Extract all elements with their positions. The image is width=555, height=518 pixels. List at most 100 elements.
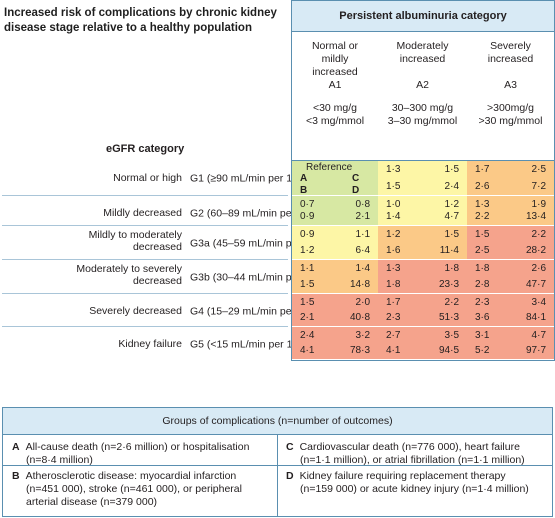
row-label-line: Mildly decreased <box>103 207 182 219</box>
risk-value: 2·1 <box>300 312 315 323</box>
risk-value: 23·3 <box>438 279 459 290</box>
row-label-line: Mildly to moderately <box>88 229 182 241</box>
column-code: A1 <box>328 79 342 91</box>
column-desc: increased <box>487 53 534 65</box>
risk-value: 2·5 <box>475 245 490 256</box>
risk-cell <box>467 294 554 326</box>
risk-value: 2·2 <box>475 211 490 222</box>
risk-value: 1·7 <box>386 297 401 308</box>
risk-cell <box>378 161 467 195</box>
egfr-category-label: eGFR category <box>106 143 185 155</box>
risk-value: 1·5 <box>444 229 459 240</box>
risk-value: 1·2 <box>300 245 315 256</box>
risk-value: 1·1 <box>355 229 370 240</box>
risk-cell <box>292 226 378 259</box>
risk-value: 2·2 <box>444 297 459 308</box>
risk-cell <box>292 260 378 293</box>
group-text: (n=8·4 million) <box>26 454 93 466</box>
risk-cell <box>292 196 378 225</box>
row-label: Mildly decreased <box>2 207 182 219</box>
risk-cell <box>378 260 467 293</box>
risk-value: 4·7 <box>531 330 546 341</box>
risk-value: 4·1 <box>300 345 315 356</box>
risk-cell <box>467 260 554 293</box>
risk-value: 2·4 <box>300 330 315 341</box>
risk-cell <box>292 294 378 326</box>
risk-cell <box>467 161 554 195</box>
column-header-a1: Normal or mildly increased A1 <30 mg/g <… <box>292 40 378 128</box>
group-b: B Atherosclerotic disease: myocardial inf… <box>12 470 274 509</box>
risk-value: 2·4 <box>444 181 459 192</box>
row-divider <box>2 225 288 226</box>
risk-cell <box>292 327 378 359</box>
stage-text: G5 (<15 mL/min per 1·73 m <box>190 338 320 351</box>
figure-title: Increased risk of complications by chron… <box>4 7 277 34</box>
column-desc: Severely <box>490 40 531 52</box>
albuminuria-header: Persistent albuminuria category <box>292 1 554 32</box>
risk-value: 2·2 <box>531 229 546 240</box>
reference-letter: A <box>300 173 308 184</box>
column-header-a3: Severely increased A3 >300mg/g >30 mg/mm… <box>467 40 554 128</box>
row-label: Kidney failure <box>2 338 182 350</box>
risk-value: 3·5 <box>444 330 459 341</box>
column-desc: Normal or <box>311 40 359 52</box>
risk-value: 1·5 <box>444 164 459 175</box>
risk-value: 47·7 <box>525 279 546 290</box>
risk-value: 40·8 <box>349 312 370 323</box>
risk-value: 2·1 <box>355 211 370 222</box>
row-label-line: Kidney failure <box>118 338 182 350</box>
risk-value: 5·2 <box>475 345 490 356</box>
risk-value: 1·3 <box>386 263 401 274</box>
risk-value: 1·5 <box>300 297 315 308</box>
risk-value: 2·8 <box>475 279 490 290</box>
column-range: 30–300 mg/g <box>391 102 454 114</box>
risk-value: 1·8 <box>444 263 459 274</box>
reference-letter: B <box>300 185 308 196</box>
risk-value: 3·4 <box>531 297 546 308</box>
group-text: All-cause death (n=2·6 million) or hospi… <box>25 441 250 453</box>
risk-value: 1·3 <box>386 164 401 175</box>
row-label: Severely decreased <box>2 305 182 317</box>
risk-value: 1·7 <box>475 164 490 175</box>
risk-cell <box>467 226 554 259</box>
risk-value: 94·5 <box>438 345 459 356</box>
risk-value: 3·1 <box>475 330 490 341</box>
risk-value: 2·5 <box>531 164 546 175</box>
risk-cell <box>378 294 467 326</box>
risk-value: 2·7 <box>386 330 401 341</box>
risk-value: 2·6 <box>475 181 490 192</box>
reference-letter: C <box>352 173 360 184</box>
risk-value: 11·4 <box>439 245 459 256</box>
risk-value: 6·4 <box>355 245 370 256</box>
risk-value: 1·5 <box>475 229 490 240</box>
risk-value: 4·1 <box>386 345 401 356</box>
column-range: <30 mg/g <box>312 102 358 114</box>
legend-divider-v <box>277 435 278 516</box>
reference-label: Reference <box>306 162 353 173</box>
row-label-line: decreased <box>132 275 182 287</box>
row-label: Normal or high <box>2 172 182 184</box>
group-text: Kidney failure requiring replacement the… <box>299 470 506 482</box>
column-code: A3 <box>504 79 517 91</box>
column-header-a2: Moderately increased A2 30–300 mg/g 3–30… <box>378 40 467 128</box>
risk-cell <box>378 327 467 359</box>
risk-value: 7·2 <box>531 181 546 192</box>
column-range: >300mg/g <box>487 102 534 114</box>
group-d: D Kidney failure requiring replacement th… <box>286 470 551 496</box>
group-text: (n=1·1 million), or atrial fibrillation … <box>300 454 525 466</box>
risk-value: 1·5 <box>300 279 315 290</box>
risk-value: 13·4 <box>525 211 546 222</box>
risk-value: 4·7 <box>444 211 459 222</box>
risk-value: 0·9 <box>300 229 315 240</box>
risk-value: 1·8 <box>386 279 401 290</box>
risk-value: 1·5 <box>386 181 401 192</box>
risk-value: 0·7 <box>300 199 315 210</box>
row-divider <box>2 293 288 294</box>
risk-value: 0·9 <box>300 211 315 222</box>
column-range: >30 mg/mmol <box>478 115 543 127</box>
group-text: Atherosclerotic disease: myocardial infa… <box>25 470 237 482</box>
groups-header: Groups of complications (n=number of out… <box>3 408 552 435</box>
risk-value: 3·6 <box>475 312 490 323</box>
risk-value: 1·2 <box>386 229 401 240</box>
row-label-line: Moderately to severely <box>76 263 182 275</box>
